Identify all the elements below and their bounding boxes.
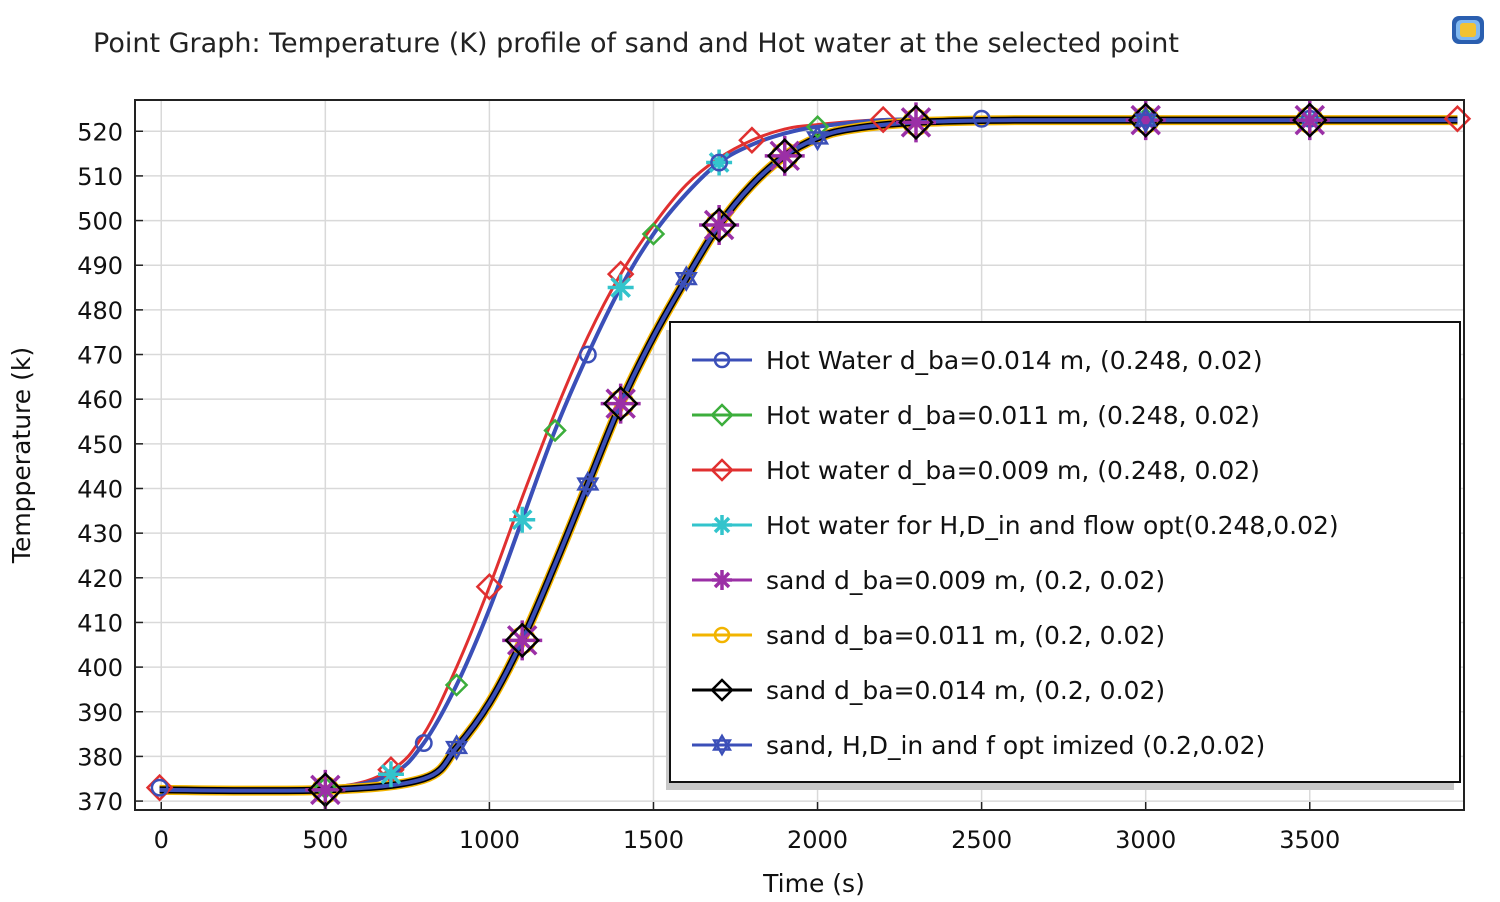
legend-entry-8: sand, H,D_in and f opt imized (0.2,0.02) [692,731,1265,760]
y-tick-label: 370 [77,788,123,816]
y-tick-label: 390 [77,699,123,727]
chart-title: Point Graph: Temperature (K) profile of … [93,28,1179,59]
series-5-marker [699,205,740,246]
series-4-marker [706,149,733,176]
y-tick-label: 480 [77,297,123,325]
legend-entry-2: Hot water d_ba=0.011 m, (0.248, 0.02) [692,401,1260,430]
series-3-marker [738,126,766,154]
series-5-marker [764,135,805,176]
series-5-marker [1289,100,1330,141]
legend-entry-1: Hot Water d_ba=0.014 m, (0.248, 0.02) [692,346,1263,375]
series-1-marker [150,778,169,797]
y-tick-label: 520 [77,118,123,146]
y-tick-label: 410 [77,609,123,637]
x-tick-label: 2000 [787,826,848,854]
x-tick-label: 1000 [459,826,520,854]
series-7-marker [898,104,934,141]
series-3-marker [475,572,504,601]
series-3-marker [869,105,897,134]
legend-label: sand d_ba=0.011 m, (0.2, 0.02) [766,621,1165,650]
legend-entry-4: Hot water for H,D_in and flow opt(0.248,… [692,511,1339,540]
app-logo-icon[interactable] [1450,12,1486,48]
series-2-marker [641,222,666,246]
y-tick-label: 500 [77,208,123,236]
x-tick-label: 3000 [1115,826,1176,854]
legend-marker [713,351,731,369]
x-tick-label: 1500 [623,826,684,854]
series-1-marker [414,734,433,752]
legend-entry-7: sand d_ba=0.014 m, (0.2, 0.02) [692,676,1165,705]
series-5-marker [600,383,641,424]
y-tick-label: 440 [77,475,123,503]
series-8-marker [805,124,830,152]
series-7-marker [701,207,737,243]
series-4-marker [607,274,634,301]
series-8-marker [1134,106,1158,134]
series-1-marker [972,109,991,128]
legend-label: sand, H,D_in and f opt imized (0.2,0.02) [766,731,1265,760]
series-5-marker [502,620,543,661]
y-tick-label: 460 [77,386,123,414]
x-tick-label: 500 [302,826,348,854]
legend-label: Hot water d_ba=0.011 m, (0.248, 0.02) [766,401,1260,430]
series-1-marker [578,345,597,364]
series-8-marker [576,470,600,498]
legend-entry-3: Hot water d_ba=0.009 m, (0.248, 0.02) [692,456,1260,485]
legend-marker [711,733,733,757]
series-2-marker [805,115,830,139]
legend: Hot Water d_ba=0.014 m, (0.248, 0.02) Hot… [666,321,1461,790]
y-tick-label: 430 [77,520,123,548]
series-1-marker [710,153,729,172]
legend-marker [710,458,734,482]
legend-label: Hot Water d_ba=0.014 m, (0.248, 0.02) [766,346,1263,375]
series-3-marker [1443,104,1472,133]
legend-marker [713,626,731,644]
series-markers [145,100,1472,810]
legend-marker [710,678,734,702]
legend-box [669,321,1461,783]
series-8-marker [674,265,698,292]
legend-entry-5: sand d_ba=0.009 m, (0.2, 0.02) [692,566,1165,595]
y-tick-label: 510 [77,163,123,191]
series-7-marker [504,622,540,659]
y-tick-label: 470 [77,342,123,370]
series-2-marker [543,418,567,443]
legend-label: sand d_ba=0.014 m, (0.2, 0.02) [766,676,1165,705]
x-tick-label: 2500 [951,826,1012,854]
series-2-marker [444,673,469,697]
x-axis-title: Time (s) [762,869,865,898]
x-tick-label: 3500 [1279,826,1340,854]
y-tick-label: 420 [77,565,123,593]
plot-frame [134,99,1465,811]
series-5-marker [1125,100,1166,141]
axis-ticks: 0 500 1000 1500 2000 2500 3000 3500 370 380 390 400… [77,118,1340,854]
y-axis-title: Tempperature (k) [7,347,36,564]
series-8-marker [445,734,469,761]
legend-label: sand d_ba=0.009 m, (0.2, 0.02) [766,566,1165,595]
y-tick-label: 400 [77,654,123,682]
series-4-marker [377,761,404,788]
y-tick-label: 490 [77,252,123,280]
x-tick-label: 0 [154,826,169,854]
series-5-marker [305,769,346,810]
y-tick-label: 380 [77,743,123,771]
legend-marker [712,570,732,590]
legend-label: Hot water d_ba=0.009 m, (0.248, 0.02) [766,456,1260,485]
series-7-marker [766,138,803,174]
series-4-marker [509,506,536,533]
legend-label: Hot water for H,D_in and flow opt(0.248,… [766,511,1339,540]
legend-marker [710,403,734,427]
legend-marker [712,515,732,535]
series-5-marker [895,102,936,143]
y-tick-label: 450 [77,431,123,459]
legend-entry-6: sand d_ba=0.011 m, (0.2, 0.02) [692,621,1165,650]
series-7-marker [1292,102,1328,138]
series-7-marker [602,385,639,422]
